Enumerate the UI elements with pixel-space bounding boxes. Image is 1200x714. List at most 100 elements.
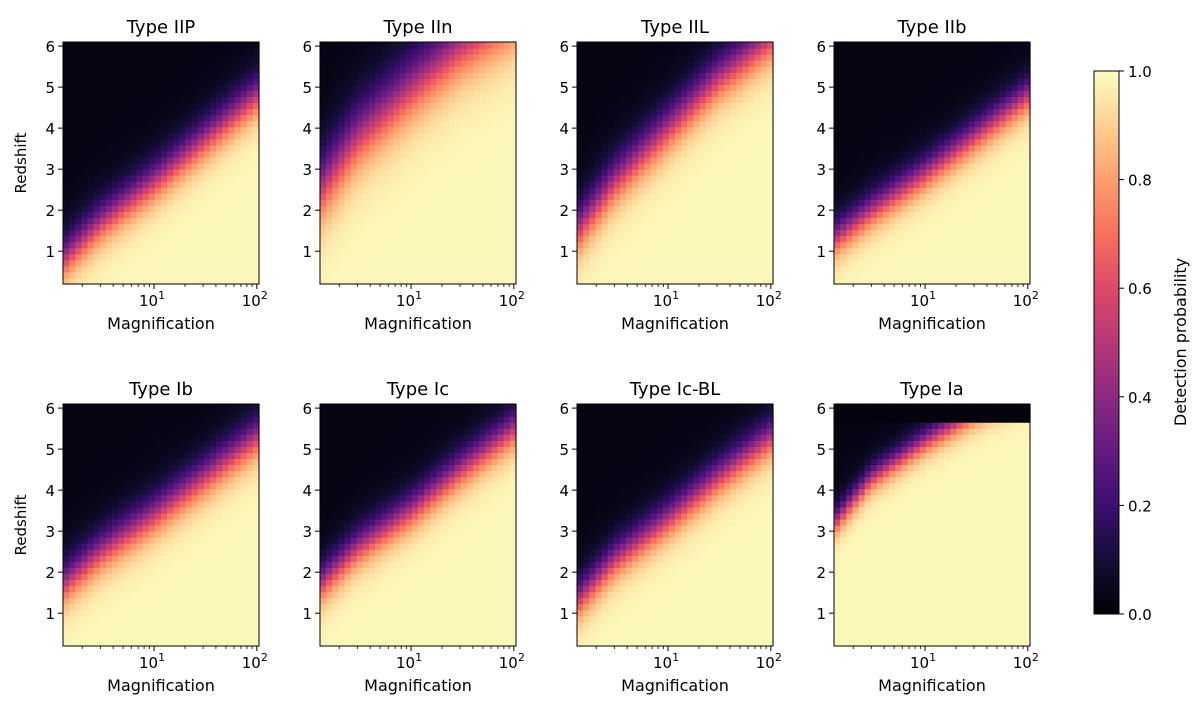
heatmap-cell xyxy=(705,120,713,128)
heatmap-cell xyxy=(883,229,890,237)
heatmap-cell xyxy=(699,193,707,200)
heatmap-cell xyxy=(601,84,609,91)
heatmap-cell xyxy=(167,253,174,261)
heatmap-cell xyxy=(589,277,596,285)
heatmap-cell xyxy=(430,169,437,176)
heatmap-cell xyxy=(944,108,951,116)
heatmap-cell xyxy=(870,144,878,152)
heatmap-cell xyxy=(418,42,425,49)
heatmap-cell xyxy=(840,54,847,61)
heatmap-cell xyxy=(846,72,853,79)
heatmap-cell xyxy=(675,277,682,285)
heatmap-cell xyxy=(742,72,750,79)
heatmap-cell xyxy=(687,199,694,206)
heatmap-cell xyxy=(675,78,682,85)
heatmap-cell xyxy=(191,217,199,225)
heatmap-cell xyxy=(362,205,370,212)
heatmap-cell xyxy=(693,247,701,255)
heatmap-cell xyxy=(509,150,517,158)
heatmap-cell xyxy=(583,229,590,237)
heatmap-cell xyxy=(210,156,217,164)
heatmap-cell xyxy=(583,54,590,61)
heatmap-cell xyxy=(87,120,95,128)
heatmap-cell xyxy=(338,193,346,200)
heatmap-cell xyxy=(730,48,737,55)
heatmap-cell xyxy=(668,84,676,91)
heatmap-cell xyxy=(901,229,909,237)
heatmap-cell xyxy=(748,175,756,182)
heatmap-cell xyxy=(895,229,902,237)
heatmap-cell xyxy=(644,187,652,194)
heatmap-cell xyxy=(589,211,596,219)
heatmap-cell xyxy=(962,241,970,249)
heatmap-cell xyxy=(626,150,633,158)
heatmap-cell xyxy=(595,187,603,194)
heatmap-cell xyxy=(167,54,174,61)
heatmap-cell xyxy=(105,271,113,279)
heatmap-cell xyxy=(112,265,119,273)
heatmap-cell xyxy=(69,60,76,67)
heatmap-cell xyxy=(595,265,603,273)
heatmap-cell xyxy=(699,175,707,182)
heatmap-cell xyxy=(167,150,174,158)
heatmap-cell xyxy=(852,253,860,261)
heatmap-cell xyxy=(454,205,462,212)
heatmap-cell xyxy=(907,102,915,110)
heatmap-cell xyxy=(632,193,639,200)
heatmap-cell xyxy=(901,175,909,182)
heatmap-cell xyxy=(320,96,327,104)
heatmap-cell xyxy=(883,265,890,273)
heatmap-cell xyxy=(130,102,138,110)
heatmap-cell xyxy=(442,259,450,267)
heatmap-cell xyxy=(742,120,750,128)
heatmap-cell xyxy=(748,253,756,261)
heatmap-cell xyxy=(81,78,89,85)
heatmap-cell xyxy=(185,114,193,122)
heatmap-cell xyxy=(93,156,101,164)
heatmap-cell xyxy=(601,193,609,200)
heatmap-cell xyxy=(607,187,615,194)
heatmap-cell xyxy=(63,66,70,73)
heatmap-cell xyxy=(693,138,701,146)
heatmap-cell xyxy=(748,205,756,212)
heatmap-cell xyxy=(595,259,603,267)
heatmap-cell xyxy=(356,253,364,261)
heatmap-cell xyxy=(222,253,229,261)
heatmap-cell xyxy=(332,144,339,152)
heatmap-cell xyxy=(638,84,645,91)
heatmap-cell xyxy=(142,60,150,67)
heatmap-cell xyxy=(675,175,682,182)
heatmap-cell xyxy=(638,66,645,73)
heatmap-cell xyxy=(173,102,180,110)
heatmap-cell xyxy=(197,187,205,194)
heatmap-cell xyxy=(344,211,352,219)
heatmap-cell xyxy=(619,265,627,273)
heatmap-cell xyxy=(112,42,119,49)
heatmap-cell xyxy=(876,114,884,122)
heatmap-cell xyxy=(668,241,676,249)
heatmap-cell xyxy=(644,114,652,122)
heatmap-cell xyxy=(405,241,413,249)
heatmap-cell xyxy=(950,156,958,164)
heatmap-cell xyxy=(246,217,254,225)
heatmap-cell xyxy=(938,199,945,206)
heatmap-cell xyxy=(369,259,376,267)
heatmap-cell xyxy=(375,277,382,285)
heatmap-cell xyxy=(583,223,590,231)
heatmap-cell xyxy=(350,181,358,188)
heatmap-cell xyxy=(705,265,713,273)
heatmap-cell xyxy=(901,84,909,91)
heatmap-cell xyxy=(326,241,333,249)
heatmap-cell xyxy=(344,54,352,61)
heatmap-cell xyxy=(424,241,431,249)
heatmap-cell xyxy=(944,187,951,194)
heatmap-cell xyxy=(870,132,878,140)
heatmap-cell xyxy=(332,42,339,49)
heatmap-cell xyxy=(124,114,131,122)
heatmap-cell xyxy=(687,217,694,225)
heatmap-cell xyxy=(210,163,217,170)
heatmap-cell xyxy=(460,271,468,279)
heatmap-cell xyxy=(436,193,444,200)
heatmap-cell xyxy=(332,163,339,170)
heatmap-cell xyxy=(344,169,352,176)
